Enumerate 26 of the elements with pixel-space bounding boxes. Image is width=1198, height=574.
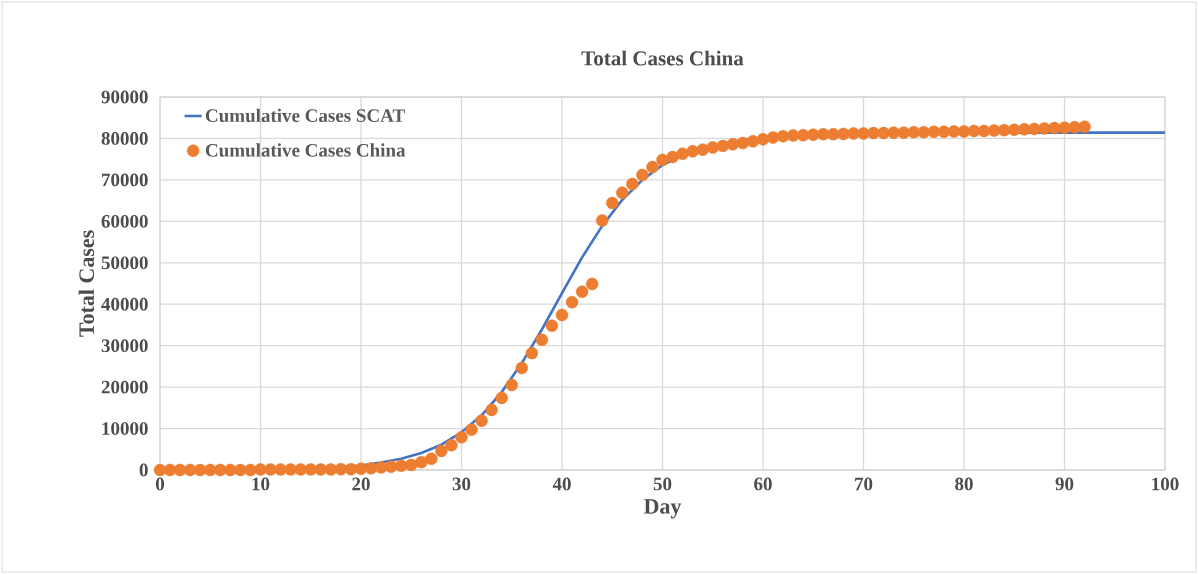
x-tick-label: 60 bbox=[754, 477, 772, 491]
y-tick-label: 60000 bbox=[101, 214, 148, 228]
x-tick-label: 10 bbox=[252, 477, 270, 491]
x-tick-label: 50 bbox=[653, 477, 672, 491]
y-axis-title: Total Cases bbox=[78, 230, 95, 337]
y-tick-label: 30000 bbox=[101, 339, 148, 353]
x-tick-label: 40 bbox=[552, 477, 571, 491]
chart-title: Total Cases China bbox=[581, 50, 744, 66]
y-tick-label: 80000 bbox=[101, 132, 148, 145]
x-tick-label: 80 bbox=[955, 477, 973, 491]
legend-label: Cumulative Cases SCAT bbox=[205, 108, 405, 123]
y-tick-label: 50000 bbox=[101, 256, 148, 270]
y-tick-label: 40000 bbox=[101, 297, 148, 311]
x-tick-label: 0 bbox=[155, 477, 165, 491]
x-tick-label: 70 bbox=[855, 477, 873, 491]
x-axis-title: Day bbox=[643, 499, 682, 519]
y-tick-label: 0 bbox=[139, 463, 148, 477]
y-tick-label: 70000 bbox=[102, 173, 148, 187]
y-tick-label: 10000 bbox=[102, 422, 148, 435]
x-tick-label: 30 bbox=[452, 477, 471, 491]
x-tick-label: 90 bbox=[1055, 477, 1074, 491]
x-tick-label: 100 bbox=[1152, 477, 1179, 491]
y-tick-label: 90000 bbox=[101, 90, 148, 104]
y-tick-label: 20000 bbox=[101, 380, 148, 394]
legend-label: Cumulative Cases China bbox=[205, 143, 406, 157]
x-tick-label: 20 bbox=[352, 477, 370, 491]
